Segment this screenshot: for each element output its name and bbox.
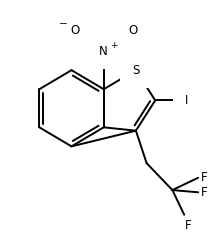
Text: N: N (99, 45, 108, 58)
Text: S: S (132, 64, 140, 77)
Text: O: O (128, 24, 137, 37)
Text: F: F (201, 186, 208, 199)
Text: +: + (110, 41, 117, 50)
Text: F: F (201, 171, 208, 184)
Text: F: F (185, 219, 192, 232)
Text: O: O (70, 24, 79, 37)
Text: I: I (185, 94, 188, 107)
Text: −: − (59, 19, 67, 29)
